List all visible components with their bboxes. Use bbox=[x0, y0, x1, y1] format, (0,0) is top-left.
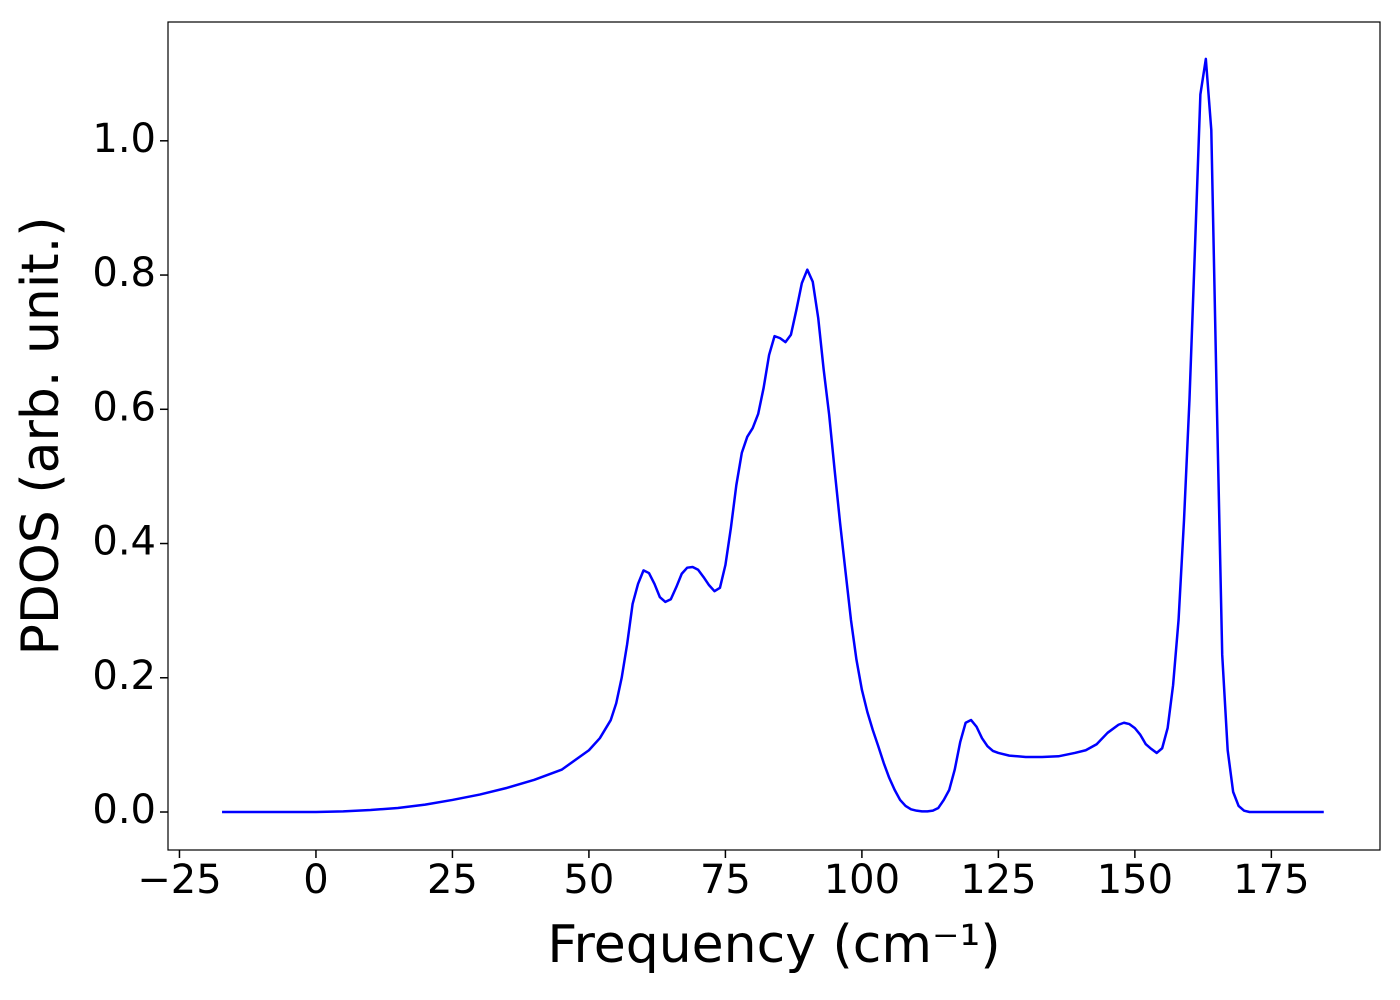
x-tick-label: 75 bbox=[700, 857, 751, 903]
x-tick-label: 125 bbox=[960, 857, 1036, 903]
x-tick-label: 175 bbox=[1233, 857, 1309, 903]
y-tick-label: 1.0 bbox=[92, 116, 156, 162]
plot-frame bbox=[167, 21, 1381, 851]
x-tick-label: 150 bbox=[1097, 857, 1173, 903]
x-axis-label: Frequency (cm⁻¹) bbox=[547, 915, 1000, 975]
y-tick-label: 0.8 bbox=[92, 250, 156, 296]
y-tick-label: 0.0 bbox=[92, 787, 156, 833]
y-tick-label: 0.6 bbox=[92, 384, 156, 430]
x-tick-label: 50 bbox=[563, 857, 614, 903]
y-tick-label: 0.2 bbox=[92, 653, 156, 699]
x-tick-label: 100 bbox=[824, 857, 900, 903]
data-line bbox=[222, 57, 1324, 814]
x-tick-label: −25 bbox=[137, 857, 221, 903]
x-tick-label: 0 bbox=[303, 857, 328, 903]
x-tick-label: 25 bbox=[427, 857, 478, 903]
y-axis-label: PDOS (arb. unit.) bbox=[11, 216, 71, 655]
y-tick-label: 0.4 bbox=[92, 519, 156, 565]
